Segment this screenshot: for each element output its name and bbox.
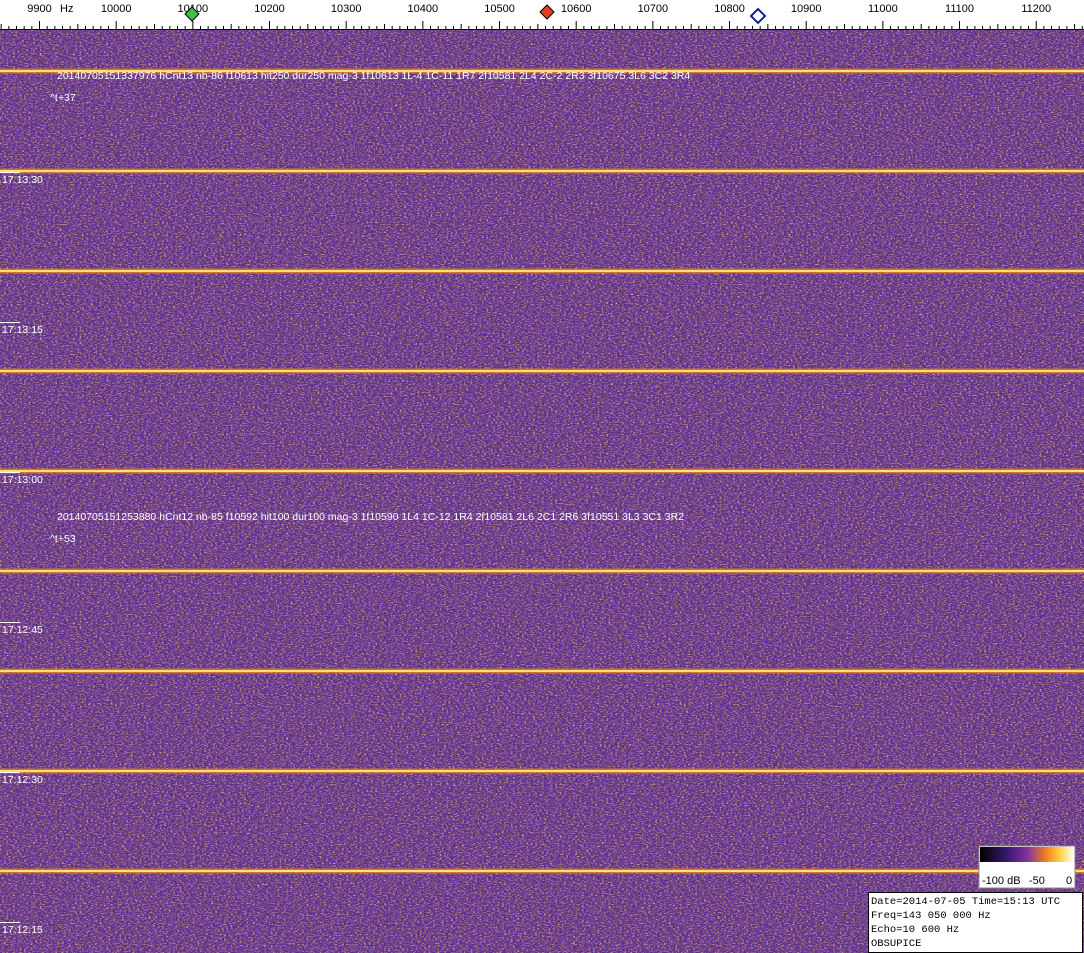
freq-tick-label: 10800 <box>714 3 745 15</box>
marker[interactable] <box>539 4 555 20</box>
time-label: 17:12:15 <box>2 924 43 936</box>
colorbar-label: -50 <box>1029 875 1045 887</box>
freq-tick-label: 10500 <box>484 3 515 15</box>
time-label: 17:13:30 <box>2 174 43 186</box>
freq-tick-label: 11100 <box>945 3 974 15</box>
colorbar <box>980 847 1074 862</box>
freq-axis <box>0 0 1084 30</box>
detection-offset: ^t+37 <box>50 92 76 104</box>
info-line: Date=2014-07-05 Time=15:13 UTC <box>871 896 1060 908</box>
colorbar-label: -100 dB <box>982 875 1021 887</box>
freq-tick-label: 10200 <box>254 3 285 15</box>
time-label: 17:12:45 <box>2 624 43 636</box>
detection-offset: ^t+53 <box>50 533 76 545</box>
freq-tick-label: 10000 <box>101 3 132 15</box>
freq-tick-label: 11200 <box>1021 3 1051 15</box>
detection-text: 20140705151337976 hCnt13 nb-86 f10613 hi… <box>57 70 690 82</box>
marker[interactable] <box>184 6 200 22</box>
marker[interactable] <box>749 7 767 25</box>
detection-text: 20140705151253880 hCnt12 nb-85 f10592 hi… <box>57 511 684 523</box>
colorbar-label: 0 <box>1066 875 1072 887</box>
freq-unit: Hz <box>60 3 73 15</box>
info-box <box>868 892 1083 953</box>
time-label: 17:13:00 <box>2 474 43 486</box>
info-line: Freq=143 050 000 Hz <box>871 910 991 922</box>
noise <box>0 30 1084 953</box>
freq-tick-label: 9900 <box>27 3 51 15</box>
freq-tick-label: 11000 <box>868 3 898 15</box>
freq-tick-label: 10900 <box>791 3 822 15</box>
freq-tick-label: 10300 <box>331 3 362 15</box>
freq-tick-label: 10700 <box>638 3 669 15</box>
info-line: Echo=10 600 Hz <box>871 924 959 936</box>
info-line: OBSUPICE <box>871 938 921 950</box>
time-label: 17:13:15 <box>2 324 43 336</box>
time-label: 17:12:30 <box>2 774 43 786</box>
freq-tick-label: 10600 <box>561 3 592 15</box>
freq-tick-label: 10400 <box>408 3 439 15</box>
